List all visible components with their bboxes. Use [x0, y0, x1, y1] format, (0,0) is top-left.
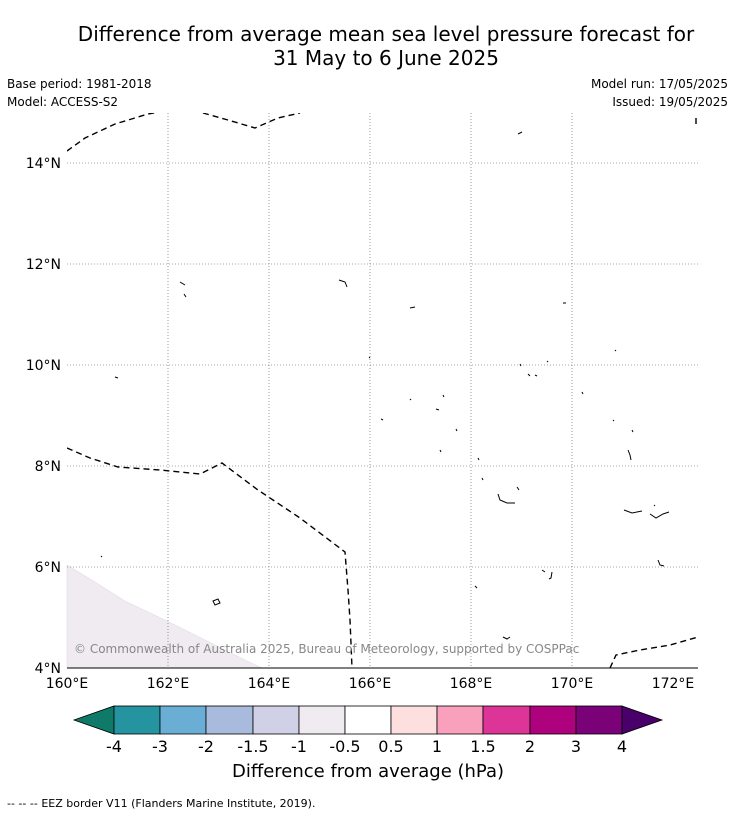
lon-tick-label: 162°E [147, 676, 190, 692]
colorbar-tick-label: -0.5 [329, 737, 360, 756]
lat-tick-label: 6°N [35, 560, 61, 576]
colorbar-segment [344, 705, 392, 735]
island [649, 511, 670, 519]
colorbar-tick-label: -4 [106, 737, 122, 756]
chart-title: Difference from average mean sea level p… [0, 22, 736, 70]
lon-tick-label: 172°E [652, 676, 695, 692]
lat-tick-label: 14°N [26, 156, 61, 172]
colorbar-segment [113, 705, 161, 735]
colorbar-segment [159, 705, 207, 735]
lat-tick-label: 10°N [26, 358, 61, 374]
colorbar-tick-label: -1.5 [237, 737, 268, 756]
colorbar-extend-right [621, 705, 664, 735]
lon-tick-label: 168°E [450, 676, 493, 692]
colorbar-segment [252, 705, 300, 735]
model-run-text: Model run: 17/05/2025 [590, 77, 728, 91]
base-period-text: Base period: 1981-2018 [7, 77, 152, 91]
colorbar-tick-label: 0.5 [378, 737, 403, 756]
colorbar-tick-labels: -4 -3 -2 -1.5 -1 -0.5 0.5 1 1.5 2 3 4 [106, 737, 627, 756]
island [474, 585, 478, 589]
lat-tick-label: 4°N [35, 661, 61, 677]
island [581, 391, 634, 433]
island [368, 356, 371, 359]
title-line-1: Difference from average mean sea level p… [77, 22, 695, 46]
lon-tick-label: 170°E [551, 676, 594, 692]
colorbar-tick-label: 3 [571, 737, 581, 756]
island [409, 306, 416, 309]
model-text: Model: ACCESS-S2 [7, 95, 119, 109]
colorbar-tick-label: -2 [198, 737, 214, 756]
meta-left: Base period: 1981-2018 Model: ACCESS-S2 [7, 75, 152, 111]
island [380, 394, 445, 421]
colorbar-tick-label: 4 [617, 737, 627, 756]
title-line-2: 31 May to 6 June 2025 [273, 46, 499, 70]
lon-tick-label: 160°E [46, 676, 89, 692]
island [481, 477, 484, 481]
issued-text: Issued: 19/05/2025 [612, 95, 728, 109]
island [657, 559, 665, 567]
colorbar-extend-left [72, 705, 115, 735]
island [614, 349, 617, 352]
colorbar-tick-label: -3 [152, 737, 168, 756]
legend-footer: -- -- -- EEZ border V11 (Flanders Marine… [7, 797, 315, 810]
island [179, 281, 187, 298]
colorbar-segment [205, 705, 254, 735]
island [338, 279, 348, 288]
eez-border-southeast [609, 636, 698, 668]
colorbar-segment [575, 705, 623, 735]
island [439, 428, 480, 461]
eez-legend-text: EEZ border V11 (Flanders Marine Institut… [41, 797, 316, 810]
eez-border-north [67, 113, 158, 152]
island [623, 509, 643, 514]
eez-border-north-2 [202, 113, 301, 129]
copyright-text: © Commonwealth of Australia 2025, Bureau… [74, 642, 579, 656]
island [114, 376, 119, 379]
colorbar-tick-label: 1 [432, 737, 442, 756]
island [516, 486, 520, 491]
islands [100, 131, 670, 640]
eez-borders [67, 113, 698, 668]
island [497, 493, 515, 504]
lat-tick-label: 12°N [26, 257, 61, 273]
colorbar-segment [482, 705, 531, 735]
lat-tick-label: 8°N [35, 459, 61, 475]
colorbar-label: Difference from average (hPa) [231, 761, 505, 782]
colorbar-segment [390, 705, 438, 735]
island [517, 131, 523, 135]
lon-tick-labels: 160°E 162°E 164°E 166°E 168°E 170°E 172°… [46, 676, 695, 692]
island [100, 555, 103, 558]
meta-right: Model run: 17/05/2025 Issued: 19/05/2025 [591, 75, 728, 111]
colorbar-tick-label: -1 [291, 737, 307, 756]
colorbar-segment [529, 705, 577, 735]
colorbar [72, 705, 664, 735]
gridlines [67, 113, 698, 668]
island [519, 360, 549, 377]
colorbar-tick-label: 1.5 [470, 737, 495, 756]
island [502, 636, 511, 640]
island [212, 598, 221, 606]
island [653, 504, 656, 507]
colorbar-segment [436, 705, 484, 735]
lon-tick-label: 164°E [248, 676, 291, 692]
island [627, 449, 632, 461]
island [541, 569, 553, 580]
lon-tick-label: 166°E [349, 676, 392, 692]
colorbar-tick-label: 2 [525, 737, 535, 756]
colorbar-segment [298, 705, 346, 735]
eez-border-mid [67, 447, 353, 668]
eez-legend-symbol: -- -- -- [7, 797, 38, 810]
lat-tick-labels: 4°N 6°N 8°N 10°N 12°N 14°N [26, 156, 61, 677]
